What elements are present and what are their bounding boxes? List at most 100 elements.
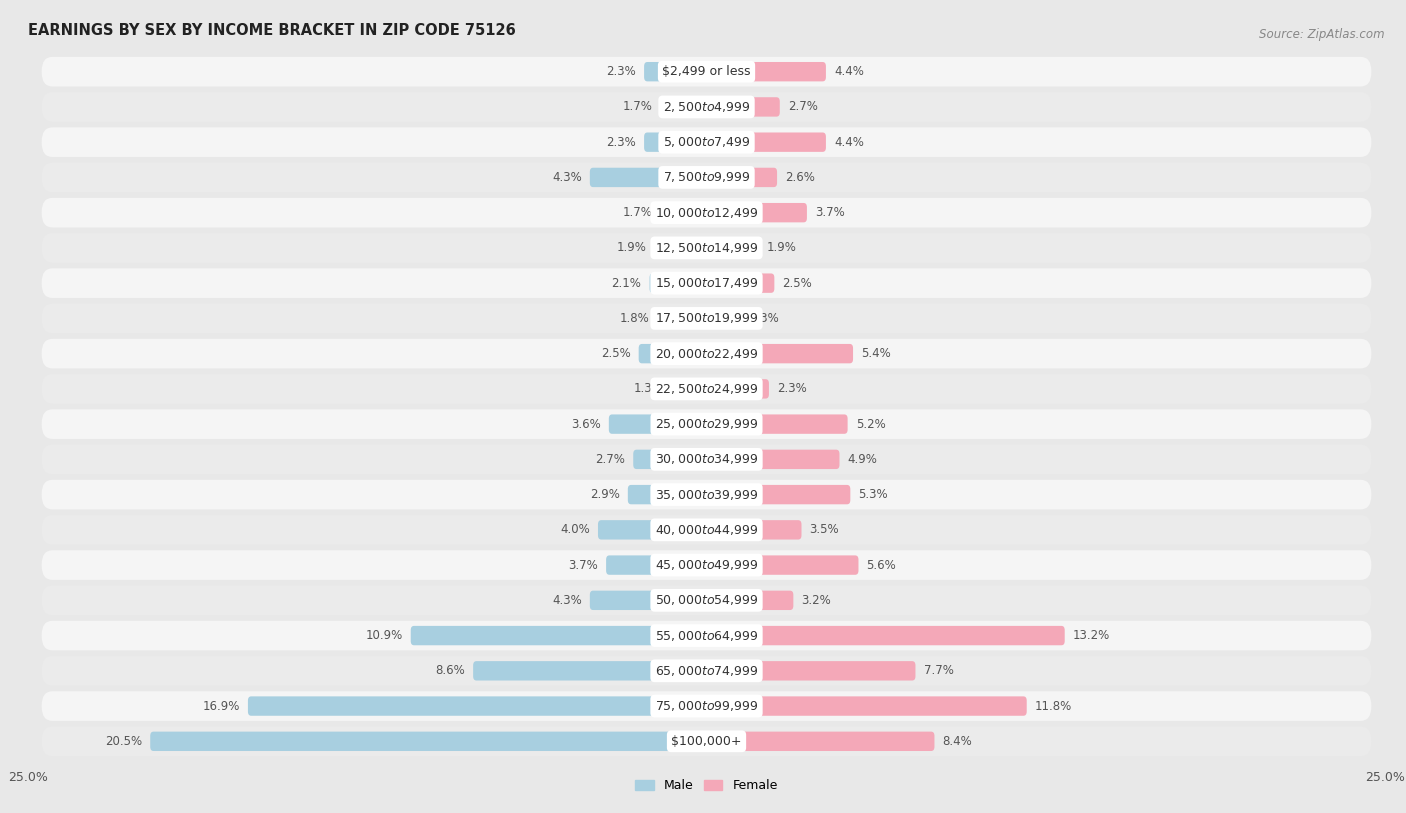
Text: $40,000 to $44,999: $40,000 to $44,999 — [655, 523, 758, 537]
FancyBboxPatch shape — [42, 480, 1371, 510]
Text: $22,500 to $24,999: $22,500 to $24,999 — [655, 382, 758, 396]
FancyBboxPatch shape — [150, 732, 707, 751]
FancyBboxPatch shape — [707, 591, 793, 610]
FancyBboxPatch shape — [658, 309, 707, 328]
Text: 13.2%: 13.2% — [1073, 629, 1111, 642]
FancyBboxPatch shape — [42, 656, 1371, 685]
Text: 2.5%: 2.5% — [600, 347, 630, 360]
FancyBboxPatch shape — [707, 697, 1026, 715]
FancyBboxPatch shape — [42, 621, 1371, 650]
FancyBboxPatch shape — [42, 163, 1371, 192]
Text: 2.3%: 2.3% — [778, 382, 807, 395]
FancyBboxPatch shape — [42, 374, 1371, 404]
FancyBboxPatch shape — [707, 344, 853, 363]
FancyBboxPatch shape — [707, 415, 848, 434]
Text: $75,000 to $99,999: $75,000 to $99,999 — [655, 699, 758, 713]
Text: 3.5%: 3.5% — [810, 524, 839, 537]
FancyBboxPatch shape — [707, 379, 769, 398]
FancyBboxPatch shape — [707, 98, 780, 116]
FancyBboxPatch shape — [707, 661, 915, 680]
FancyBboxPatch shape — [42, 515, 1371, 545]
FancyBboxPatch shape — [42, 92, 1371, 122]
Text: 2.3%: 2.3% — [606, 136, 636, 149]
FancyBboxPatch shape — [707, 626, 1064, 646]
Text: 3.7%: 3.7% — [815, 207, 845, 220]
FancyBboxPatch shape — [42, 691, 1371, 721]
FancyBboxPatch shape — [707, 203, 807, 222]
Legend: Male, Female: Male, Female — [630, 774, 783, 798]
FancyBboxPatch shape — [42, 445, 1371, 474]
Text: $15,000 to $17,499: $15,000 to $17,499 — [655, 276, 758, 290]
Text: EARNINGS BY SEX BY INCOME BRACKET IN ZIP CODE 75126: EARNINGS BY SEX BY INCOME BRACKET IN ZIP… — [28, 23, 516, 38]
FancyBboxPatch shape — [411, 626, 707, 646]
FancyBboxPatch shape — [707, 732, 935, 751]
Text: 1.7%: 1.7% — [623, 207, 652, 220]
FancyBboxPatch shape — [42, 409, 1371, 439]
Text: 8.6%: 8.6% — [436, 664, 465, 677]
Text: $45,000 to $49,999: $45,000 to $49,999 — [655, 558, 758, 572]
Text: $65,000 to $74,999: $65,000 to $74,999 — [655, 664, 758, 678]
FancyBboxPatch shape — [655, 238, 707, 258]
FancyBboxPatch shape — [42, 550, 1371, 580]
Text: 11.8%: 11.8% — [1035, 699, 1073, 712]
FancyBboxPatch shape — [644, 62, 707, 81]
Text: $7,500 to $9,999: $7,500 to $9,999 — [662, 171, 751, 185]
Text: 4.4%: 4.4% — [834, 136, 863, 149]
FancyBboxPatch shape — [707, 167, 778, 187]
Text: $20,000 to $22,499: $20,000 to $22,499 — [655, 346, 758, 361]
FancyBboxPatch shape — [628, 485, 707, 504]
Text: 1.3%: 1.3% — [749, 312, 780, 325]
Text: 2.6%: 2.6% — [785, 171, 815, 184]
FancyBboxPatch shape — [598, 520, 707, 540]
FancyBboxPatch shape — [42, 57, 1371, 86]
Text: 1.3%: 1.3% — [633, 382, 664, 395]
Text: 3.7%: 3.7% — [568, 559, 598, 572]
Text: 4.3%: 4.3% — [553, 593, 582, 606]
FancyBboxPatch shape — [42, 585, 1371, 615]
FancyBboxPatch shape — [633, 450, 707, 469]
Text: 2.9%: 2.9% — [589, 488, 620, 501]
FancyBboxPatch shape — [661, 98, 707, 116]
FancyBboxPatch shape — [606, 555, 707, 575]
FancyBboxPatch shape — [671, 379, 707, 398]
Text: 5.3%: 5.3% — [859, 488, 889, 501]
Text: $2,499 or less: $2,499 or less — [662, 65, 751, 78]
Text: $17,500 to $19,999: $17,500 to $19,999 — [655, 311, 758, 325]
Text: 2.3%: 2.3% — [606, 65, 636, 78]
Text: 5.6%: 5.6% — [866, 559, 897, 572]
Text: $30,000 to $34,999: $30,000 to $34,999 — [655, 452, 758, 467]
FancyBboxPatch shape — [638, 344, 707, 363]
Text: 5.4%: 5.4% — [862, 347, 891, 360]
FancyBboxPatch shape — [707, 485, 851, 504]
Text: 20.5%: 20.5% — [105, 735, 142, 748]
Text: 1.8%: 1.8% — [620, 312, 650, 325]
FancyBboxPatch shape — [707, 273, 775, 293]
FancyBboxPatch shape — [707, 62, 825, 81]
Text: 4.9%: 4.9% — [848, 453, 877, 466]
Text: 1.9%: 1.9% — [617, 241, 647, 254]
Text: 2.5%: 2.5% — [783, 276, 813, 289]
Text: 4.0%: 4.0% — [560, 524, 591, 537]
FancyBboxPatch shape — [661, 203, 707, 222]
Text: 8.4%: 8.4% — [942, 735, 973, 748]
Text: 1.9%: 1.9% — [766, 241, 796, 254]
FancyBboxPatch shape — [707, 309, 742, 328]
Text: 2.7%: 2.7% — [595, 453, 626, 466]
FancyBboxPatch shape — [474, 661, 707, 680]
Text: 3.2%: 3.2% — [801, 593, 831, 606]
FancyBboxPatch shape — [707, 450, 839, 469]
Text: $100,000+: $100,000+ — [671, 735, 742, 748]
Text: 16.9%: 16.9% — [202, 699, 240, 712]
FancyBboxPatch shape — [42, 198, 1371, 228]
Text: 2.7%: 2.7% — [787, 101, 818, 114]
FancyBboxPatch shape — [42, 339, 1371, 368]
Text: 3.6%: 3.6% — [571, 418, 600, 431]
Text: 10.9%: 10.9% — [366, 629, 402, 642]
Text: 2.1%: 2.1% — [612, 276, 641, 289]
Text: $10,000 to $12,499: $10,000 to $12,499 — [655, 206, 758, 220]
FancyBboxPatch shape — [707, 520, 801, 540]
FancyBboxPatch shape — [591, 591, 707, 610]
FancyBboxPatch shape — [42, 303, 1371, 333]
FancyBboxPatch shape — [707, 555, 859, 575]
FancyBboxPatch shape — [609, 415, 707, 434]
